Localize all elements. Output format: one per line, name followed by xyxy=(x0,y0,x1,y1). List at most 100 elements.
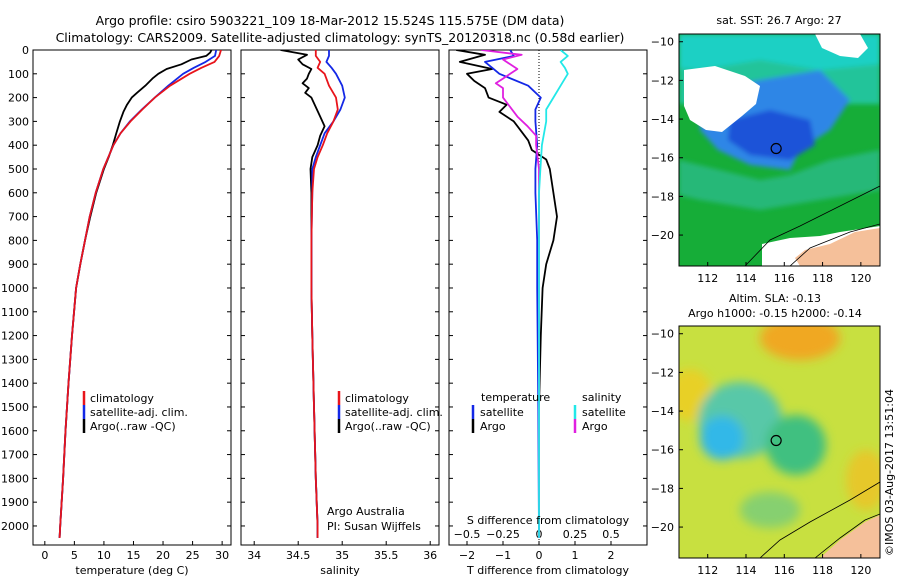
temperature-legend: climatology satellite-adj. clim. Argo(..… xyxy=(82,391,188,433)
x-tick-label: 25 xyxy=(186,549,200,562)
legend-t-argo-label: Argo xyxy=(480,420,506,433)
sla-bathymetry-contour xyxy=(759,481,880,558)
sla-map-panel: Altim. SLA: -0.13 Argo h1000: -0.15 h200… xyxy=(651,292,881,577)
depth-tick-label: 1100 xyxy=(1,306,29,319)
depth-tick-label: 1400 xyxy=(1,377,29,390)
legend-satellite-label: satellite-adj. clim. xyxy=(345,406,443,419)
x-tick-label: 15 xyxy=(126,549,140,562)
sla-map-title-1: Altim. SLA: -0.13 xyxy=(729,292,821,305)
sla-lat-ticks: −10 −12 −14 −16 −18 −20 xyxy=(651,328,683,534)
x-tick-label: 36 xyxy=(423,549,437,562)
series-climatology xyxy=(310,50,339,538)
difference-panel: −2 −1 0 1 2 −0.5 −0.25 0 0.25 0.5 S difference f… xyxy=(448,49,648,577)
pi-annotation: PI: Susan Wijffels xyxy=(327,520,421,533)
sst-argo-location-marker xyxy=(770,142,782,155)
x-tick-label: 0 xyxy=(41,549,48,562)
lat-tick-label: −16 xyxy=(651,444,674,457)
sla-orange-patch xyxy=(760,326,840,360)
x-tick-label: 1 xyxy=(572,549,579,562)
sla-map-title-2: Argo h1000: -0.15 h2000: -0.14 xyxy=(688,307,862,320)
sla-yellow-patch-east xyxy=(846,450,880,510)
lat-tick-label: −14 xyxy=(651,113,674,126)
depth-tick-label: 1000 xyxy=(1,282,29,295)
salinity-depth-ticks xyxy=(241,49,439,527)
difference-depth-ticks xyxy=(449,49,647,527)
depth-tick-label: 500 xyxy=(8,163,29,176)
series-s-satellite xyxy=(538,50,569,538)
s-diff-tick-label: 0.25 xyxy=(563,528,588,541)
x-tick-label: 5 xyxy=(71,549,78,562)
s-diff-tick-label: −0.25 xyxy=(486,528,520,541)
sla-green-patch xyxy=(766,415,826,475)
depth-tick-label: 800 xyxy=(8,234,29,247)
sla-lon-ticks: 112 114 116 118 120 xyxy=(697,554,871,577)
lat-tick-label: −12 xyxy=(651,74,674,87)
s-difference-xlabel: S difference from climatology xyxy=(467,514,630,527)
lon-tick-label: 112 xyxy=(697,564,718,577)
sst-heatmap xyxy=(679,34,880,266)
x-tick-label: 10 xyxy=(97,549,111,562)
temperature-xlabel: temperature (deg C) xyxy=(75,564,188,577)
sst-teal-band xyxy=(679,150,880,210)
sla-map-frame xyxy=(678,325,881,559)
sst-map-frame xyxy=(678,33,881,267)
t-difference-x-ticks: −2 −1 0 1 2 xyxy=(459,541,615,562)
lat-tick-label: −20 xyxy=(651,521,674,534)
temperature-axes-frame xyxy=(32,49,232,546)
legend-argo-label: Argo(..raw -QC) xyxy=(90,420,176,433)
legend-satellite-label: satellite-adj. clim. xyxy=(90,406,188,419)
lon-tick-label: 114 xyxy=(736,272,757,285)
sst-lon-ticks: 112 114 116 118 120 xyxy=(697,262,871,285)
s-diff-tick-label: −0.5 xyxy=(454,528,481,541)
x-tick-label: 34 xyxy=(247,549,261,562)
depth-tick-label: 300 xyxy=(8,115,29,128)
depth-tick-label: 1600 xyxy=(1,425,29,438)
depth-tick-label: 1900 xyxy=(1,496,29,509)
sla-land xyxy=(820,515,880,558)
depth-tick-label: 2000 xyxy=(1,520,29,533)
depth-tick-label: 200 xyxy=(8,92,29,105)
difference-legend: temperature salinity satellite Argo sate… xyxy=(471,391,626,433)
series-t-satellite xyxy=(484,50,542,538)
lon-tick-label: 114 xyxy=(736,564,757,577)
lon-tick-label: 118 xyxy=(812,272,833,285)
lat-tick-label: −20 xyxy=(651,229,674,242)
depth-tick-label: 1700 xyxy=(1,449,29,462)
depth-tick-label: 100 xyxy=(8,68,29,81)
legend-argo-label: Argo(..raw -QC) xyxy=(345,420,431,433)
legend-salinity-title: salinity xyxy=(582,391,622,404)
lat-tick-label: −16 xyxy=(651,152,674,165)
temperature-depth-ticks: 0 100 200 300 400 500 600 700 800 900 1000 1100 1200… xyxy=(1,44,231,533)
depth-tick-label: 400 xyxy=(8,139,29,152)
lon-tick-label: 120 xyxy=(850,272,871,285)
depth-tick-label: 1500 xyxy=(1,401,29,414)
x-tick-label: 34.5 xyxy=(286,549,311,562)
salinity-series xyxy=(280,50,346,538)
sst-bathymetry-contour xyxy=(744,185,880,266)
legend-temperature-title: temperature xyxy=(481,391,550,404)
sla-lightgreen-patch xyxy=(740,492,800,528)
legend-s-argo-label: Argo xyxy=(582,420,608,433)
x-tick-label: −2 xyxy=(459,549,475,562)
sst-map-title: sat. SST: 26.7 Argo: 27 xyxy=(716,14,841,27)
sst-land xyxy=(795,228,880,266)
s-diff-tick-label: 0.5 xyxy=(602,528,620,541)
sst-cloud-gap xyxy=(684,66,760,132)
salinity-panel: 34 34.5 35 35.5 36 salinity climatology sate… xyxy=(240,49,443,577)
lat-tick-label: −12 xyxy=(651,366,674,379)
legend-climatology-label: climatology xyxy=(345,392,409,405)
depth-tick-label: 1300 xyxy=(1,353,29,366)
legend-t-satellite-label: satellite xyxy=(480,406,524,419)
lon-tick-label: 118 xyxy=(812,564,833,577)
lat-tick-label: −14 xyxy=(651,405,674,418)
title-line-1: Argo profile: csiro 5903221_109 18-Mar-2… xyxy=(96,13,565,28)
sla-heatmap xyxy=(679,326,880,558)
sla-argo-location-marker xyxy=(770,434,782,447)
temperature-x-ticks: 0 5 10 15 20 25 30 xyxy=(41,541,229,562)
x-tick-label: 35 xyxy=(335,549,349,562)
sst-deep-blue-patch xyxy=(728,110,815,160)
lon-tick-label: 112 xyxy=(697,272,718,285)
lat-tick-label: −10 xyxy=(651,36,674,49)
salinity-legend: climatology satellite-adj. clim. Argo(..… xyxy=(337,391,443,433)
